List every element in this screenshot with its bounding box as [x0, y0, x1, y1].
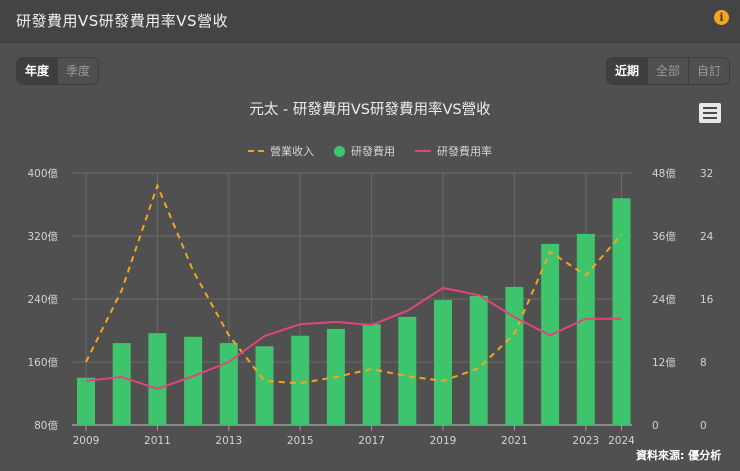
left-axis-label: 80億 [34, 419, 58, 432]
panel-header: 研發費用VS研發費用率VS營收 i [0, 0, 740, 43]
middle-axis-label: 0 [652, 420, 659, 432]
info-icon[interactable]: i [714, 10, 729, 25]
middle-axis-label: 24億 [652, 293, 676, 306]
line-revenue [85, 182, 623, 385]
bar-rd-expense [291, 335, 310, 425]
x-axis-label: 2011 [144, 435, 171, 447]
right-axis-label: 24 [700, 231, 714, 243]
left-axis-label: 160億 [27, 356, 58, 369]
x-axis-label: 2009 [73, 435, 100, 447]
chart-title: 元太 - 研發費用VS研發費用率VS營收 [249, 102, 491, 118]
x-axis-label: 2023 [572, 435, 599, 447]
tab-annual[interactable]: 年度 [17, 58, 58, 84]
tab-quarterly[interactable]: 季度 [57, 58, 98, 84]
bar-rd-expense [576, 233, 595, 425]
legend-label: 研發費用率 [437, 145, 492, 158]
x-axis-label: 2013 [215, 435, 242, 447]
hamburger-menu-icon[interactable] [699, 103, 721, 123]
panel-title: 研發費用VS研發費用率VS營收 [16, 12, 229, 30]
bar-rd-expense [505, 286, 524, 425]
tab-recent[interactable]: 近期 [607, 58, 648, 84]
bar-rd-expense [612, 198, 631, 425]
tab-custom[interactable]: 自訂 [688, 58, 729, 84]
dashed-line-icon [248, 150, 264, 152]
period-toggle: 年度 季度 [16, 57, 100, 85]
legend-item-revenue[interactable]: 營業收入 [248, 143, 314, 159]
middle-axis-label: 36億 [652, 230, 676, 243]
chart-legend: 營業收入 研發費用 研發費用率 [0, 143, 740, 159]
bar-rd-expense [77, 377, 95, 425]
left-axis-label: 320億 [27, 230, 58, 243]
legend-label: 研發費用 [351, 145, 395, 158]
line-icon [415, 150, 431, 152]
circle-icon [334, 145, 345, 157]
data-source: 資料來源: 優分析 [636, 449, 722, 462]
tab-all[interactable]: 全部 [647, 58, 688, 84]
right-axis-label: 0 [700, 420, 707, 432]
middle-axis-label: 12億 [652, 356, 676, 369]
left-axis-label: 400億 [27, 167, 58, 180]
x-axis-label: 2021 [501, 435, 528, 447]
bar-rd-expense [184, 336, 203, 425]
right-axis-label: 32 [700, 168, 713, 180]
bar-rd-expense [469, 295, 488, 425]
x-axis-label: 2015 [287, 435, 314, 447]
right-axis-label: 16 [700, 294, 714, 306]
bar-rd-expense [112, 343, 131, 425]
left-axis-label: 240億 [27, 293, 58, 306]
legend-item-rd-rate[interactable]: 研發費用率 [415, 143, 492, 159]
legend-item-rd-expense[interactable]: 研發費用 [334, 143, 395, 159]
bar-rd-expense [398, 316, 417, 425]
bar-rd-expense [219, 343, 238, 425]
legend-label: 營業收入 [270, 145, 314, 158]
bar-rd-expense [434, 300, 452, 425]
x-axis-label: 2024 [608, 435, 635, 447]
x-axis-label: 2017 [358, 435, 385, 447]
bar-rd-expense [255, 346, 274, 425]
line-rd-rate [85, 286, 622, 390]
bar-rd-expense [148, 333, 167, 425]
x-axis-label: 2019 [430, 435, 457, 447]
middle-axis-label: 48億 [652, 167, 676, 180]
range-toggle: 近期 全部 自訂 [606, 57, 731, 85]
right-axis-label: 8 [700, 357, 707, 369]
bar-rd-expense [362, 324, 381, 425]
